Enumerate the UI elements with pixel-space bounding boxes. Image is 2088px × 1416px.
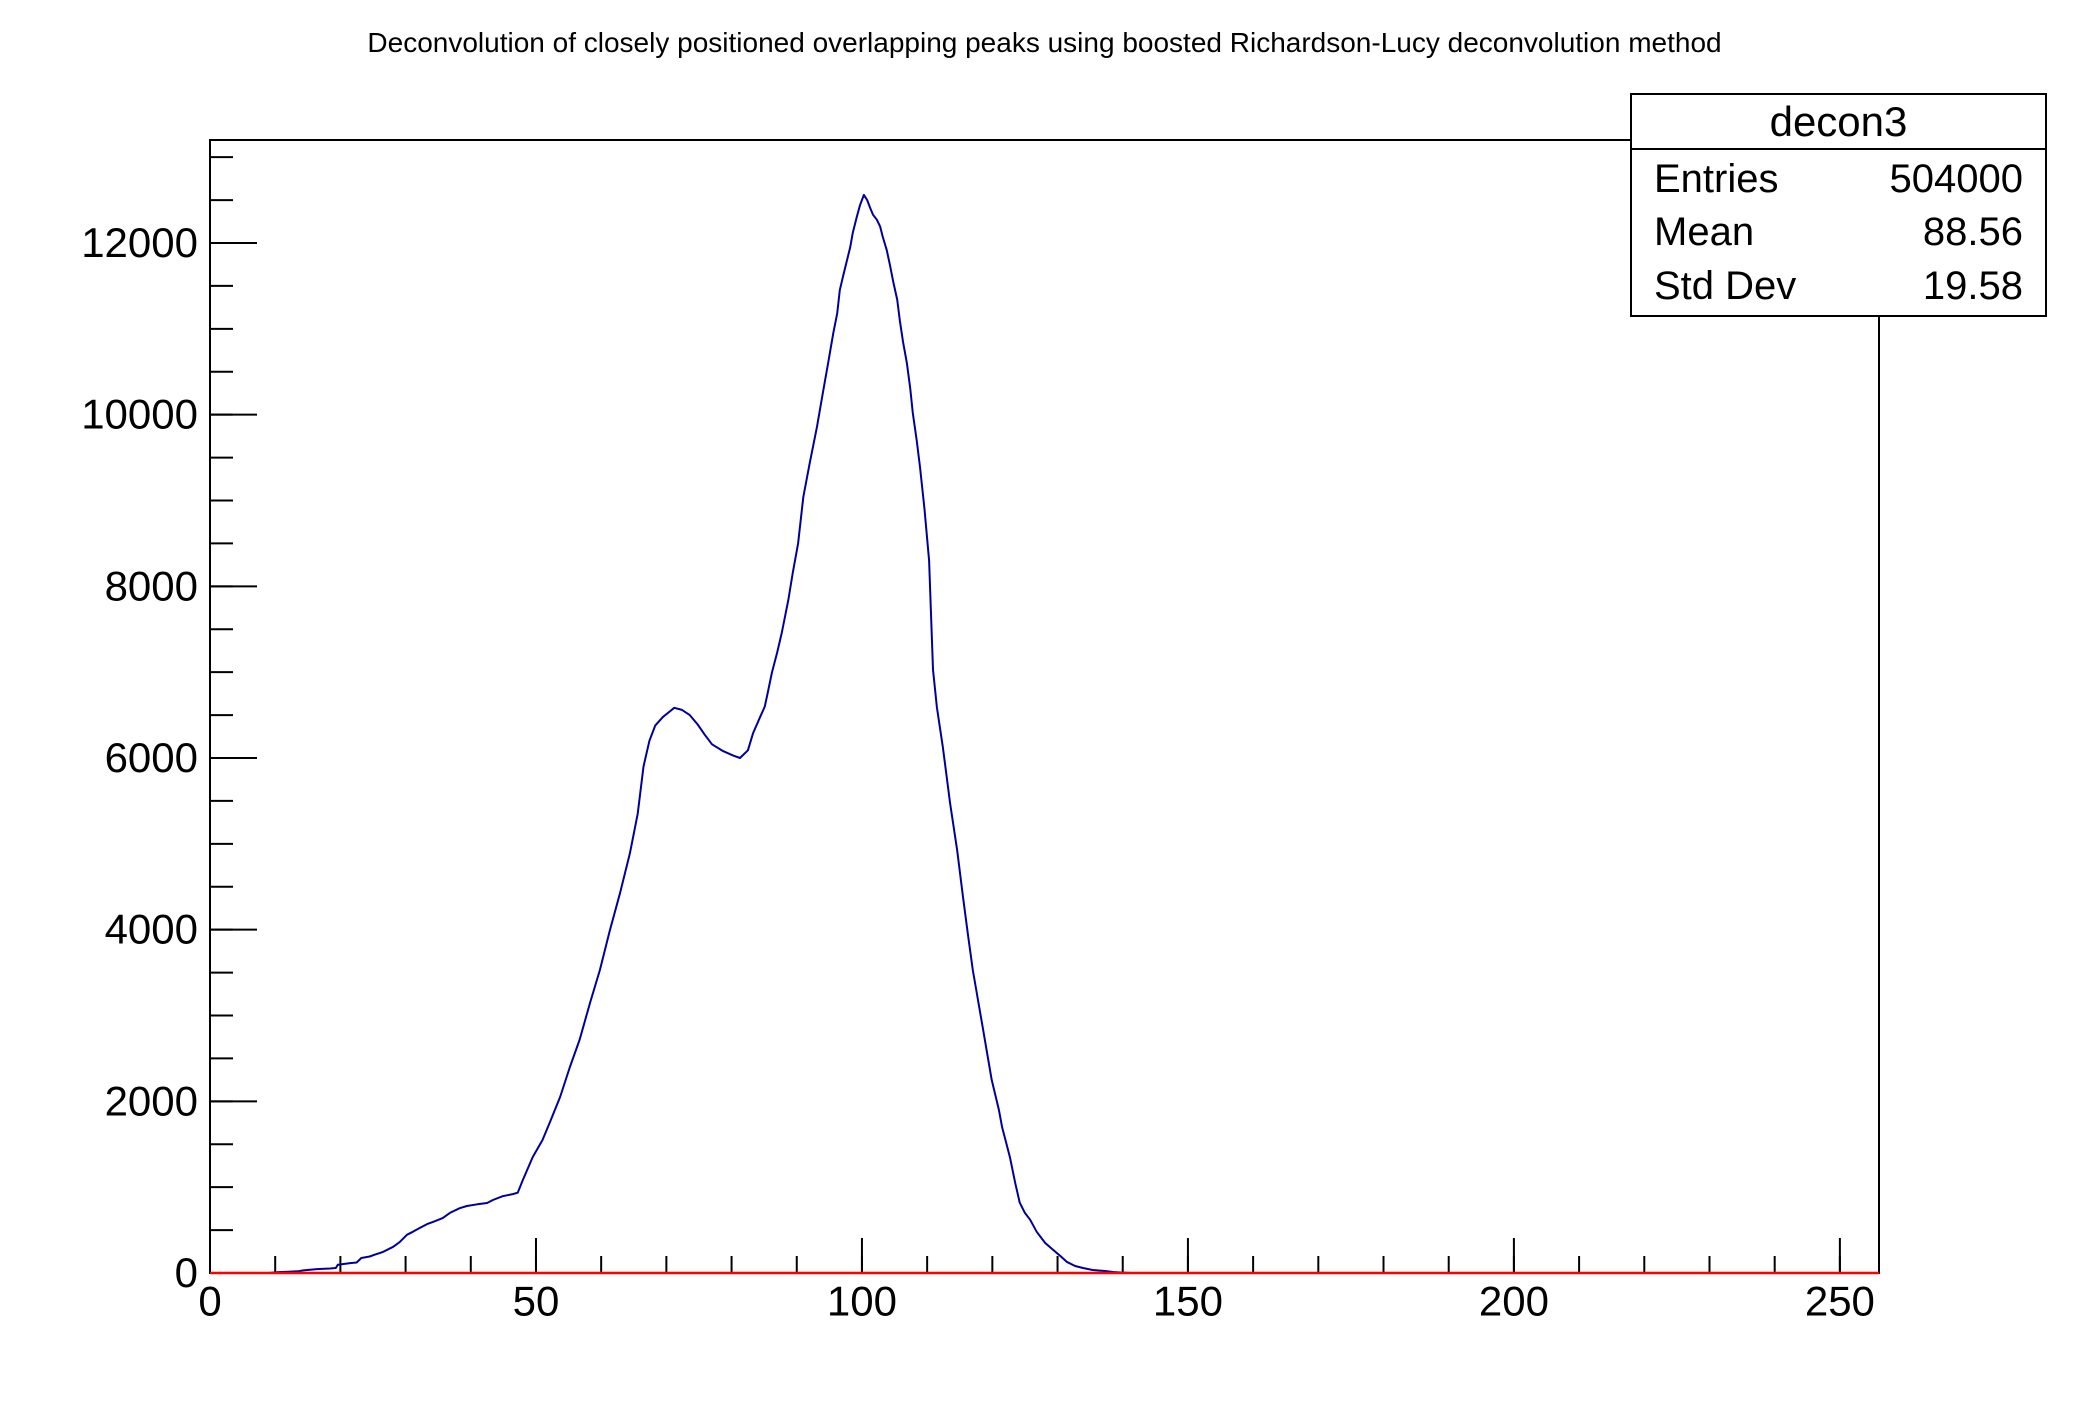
- x-tick-label: 100: [827, 1277, 897, 1324]
- stats-label-entries: Entries: [1654, 156, 1779, 201]
- y-tick-label: 10000: [81, 391, 198, 438]
- stats-label-stddev: Std Dev: [1654, 264, 1797, 309]
- stats-row-entries: Entries 504000: [1654, 159, 2023, 199]
- x-tick-label: 250: [1805, 1277, 1875, 1324]
- plot-frame: [209, 139, 1880, 1274]
- x-tick-label: 200: [1479, 1277, 1549, 1324]
- stats-box: decon3 Entries 504000 Mean 88.56 Std Dev…: [1630, 93, 2047, 317]
- stats-value-stddev: 19.58: [1922, 264, 2023, 309]
- y-tick-label: 2000: [105, 1077, 198, 1124]
- x-tick-label: 0: [198, 1277, 221, 1324]
- x-tick-label: 150: [1153, 1277, 1223, 1324]
- stats-label-mean: Mean: [1654, 210, 1755, 255]
- deconvolved-spectrum: [268, 193, 1143, 1274]
- stats-value-mean: 88.56: [1922, 210, 2023, 255]
- y-tick-label: 6000: [105, 734, 198, 781]
- stats-box-title: decon3: [1632, 95, 2045, 150]
- y-tick-label: 4000: [105, 906, 198, 953]
- stats-box-rows: Entries 504000 Mean 88.56 Std Dev 19.58: [1632, 150, 2045, 315]
- chart-title: Deconvolution of closely positioned over…: [367, 27, 1722, 58]
- stats-value-entries: 504000: [1889, 156, 2023, 201]
- stats-row-stddev: Std Dev 19.58: [1654, 266, 2023, 306]
- y-tick-label: 8000: [105, 562, 198, 609]
- x-tick-label: 50: [513, 1277, 560, 1324]
- y-tick-label: 12000: [81, 219, 198, 266]
- y-tick-label: 0: [175, 1249, 198, 1296]
- stats-row-mean: Mean 88.56: [1654, 212, 2023, 252]
